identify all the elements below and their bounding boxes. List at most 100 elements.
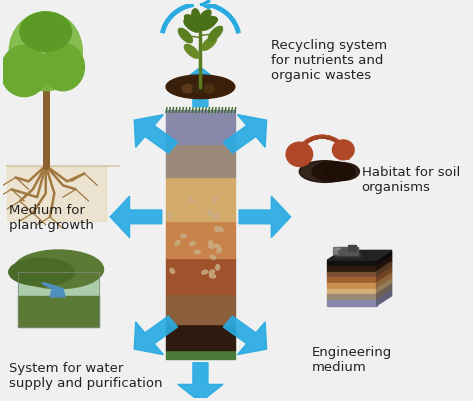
Bar — [18, 278, 99, 300]
Ellipse shape — [175, 241, 180, 245]
Bar — [166, 258, 235, 295]
Polygon shape — [331, 137, 348, 154]
Polygon shape — [299, 136, 320, 148]
Ellipse shape — [208, 245, 214, 249]
Polygon shape — [296, 140, 308, 159]
Polygon shape — [312, 138, 337, 140]
Bar — [166, 324, 235, 350]
Polygon shape — [299, 136, 321, 148]
Polygon shape — [306, 137, 330, 142]
Bar — [166, 111, 235, 144]
Ellipse shape — [312, 162, 355, 182]
Ellipse shape — [0, 46, 48, 97]
Polygon shape — [296, 142, 305, 163]
Ellipse shape — [190, 242, 195, 246]
Ellipse shape — [42, 45, 84, 91]
Ellipse shape — [215, 227, 219, 232]
Bar — [166, 177, 235, 221]
Bar — [166, 221, 235, 258]
Ellipse shape — [184, 20, 200, 33]
Polygon shape — [302, 136, 326, 144]
Polygon shape — [305, 137, 329, 142]
Polygon shape — [298, 136, 318, 150]
Bar — [166, 144, 235, 177]
Polygon shape — [319, 136, 342, 145]
Polygon shape — [296, 140, 307, 160]
Polygon shape — [313, 137, 338, 141]
Ellipse shape — [201, 37, 217, 51]
Bar — [166, 350, 235, 359]
Polygon shape — [110, 197, 162, 238]
Polygon shape — [321, 136, 343, 146]
Polygon shape — [298, 137, 317, 151]
Ellipse shape — [14, 250, 104, 289]
Ellipse shape — [192, 10, 200, 24]
Ellipse shape — [215, 245, 220, 249]
Ellipse shape — [184, 45, 199, 59]
Ellipse shape — [199, 11, 211, 22]
Ellipse shape — [210, 255, 216, 259]
Polygon shape — [223, 316, 267, 355]
Polygon shape — [300, 136, 323, 146]
Polygon shape — [377, 290, 392, 306]
Polygon shape — [308, 138, 333, 140]
Polygon shape — [327, 136, 346, 150]
Polygon shape — [332, 138, 348, 154]
Ellipse shape — [211, 214, 215, 220]
Ellipse shape — [9, 259, 74, 286]
Polygon shape — [307, 137, 331, 141]
Polygon shape — [301, 136, 323, 146]
Polygon shape — [296, 140, 308, 160]
Ellipse shape — [178, 29, 193, 44]
Polygon shape — [296, 139, 309, 158]
Polygon shape — [297, 138, 313, 154]
Ellipse shape — [216, 265, 219, 270]
Polygon shape — [315, 137, 339, 142]
Polygon shape — [336, 140, 349, 159]
Bar — [18, 272, 99, 328]
Ellipse shape — [189, 198, 194, 203]
Polygon shape — [319, 136, 342, 144]
Ellipse shape — [210, 275, 216, 278]
Ellipse shape — [193, 85, 204, 94]
Bar — [337, 247, 359, 255]
Polygon shape — [327, 136, 347, 151]
Polygon shape — [334, 139, 349, 157]
Polygon shape — [309, 138, 333, 140]
Polygon shape — [299, 136, 319, 149]
Text: Habitat for soil
organisms: Habitat for soil organisms — [361, 166, 460, 194]
Ellipse shape — [209, 270, 214, 275]
Polygon shape — [303, 136, 326, 144]
Text: Engineering
medium: Engineering medium — [312, 345, 393, 373]
Polygon shape — [307, 138, 332, 140]
Polygon shape — [223, 115, 267, 154]
Polygon shape — [329, 137, 347, 152]
Text: Medium for
plant growth: Medium for plant growth — [9, 203, 94, 231]
Polygon shape — [296, 138, 311, 157]
Polygon shape — [377, 262, 392, 277]
Polygon shape — [323, 136, 344, 147]
Ellipse shape — [200, 18, 210, 31]
Ellipse shape — [194, 251, 201, 254]
Ellipse shape — [325, 163, 359, 181]
Polygon shape — [327, 261, 377, 266]
Ellipse shape — [218, 227, 223, 232]
Polygon shape — [306, 137, 331, 141]
Polygon shape — [178, 68, 223, 107]
Polygon shape — [325, 136, 346, 149]
Polygon shape — [330, 137, 348, 153]
Polygon shape — [296, 144, 303, 166]
Polygon shape — [314, 137, 338, 141]
Ellipse shape — [9, 13, 82, 91]
Ellipse shape — [181, 235, 186, 238]
Ellipse shape — [209, 241, 213, 247]
Polygon shape — [42, 284, 65, 297]
Polygon shape — [333, 138, 348, 156]
Polygon shape — [300, 136, 322, 147]
Bar — [333, 247, 337, 254]
Polygon shape — [304, 136, 327, 143]
Text: Recycling system
for nutrients and
organic wastes: Recycling system for nutrients and organ… — [272, 38, 387, 81]
Polygon shape — [312, 138, 336, 140]
Bar — [7, 166, 106, 221]
Bar — [18, 296, 99, 328]
